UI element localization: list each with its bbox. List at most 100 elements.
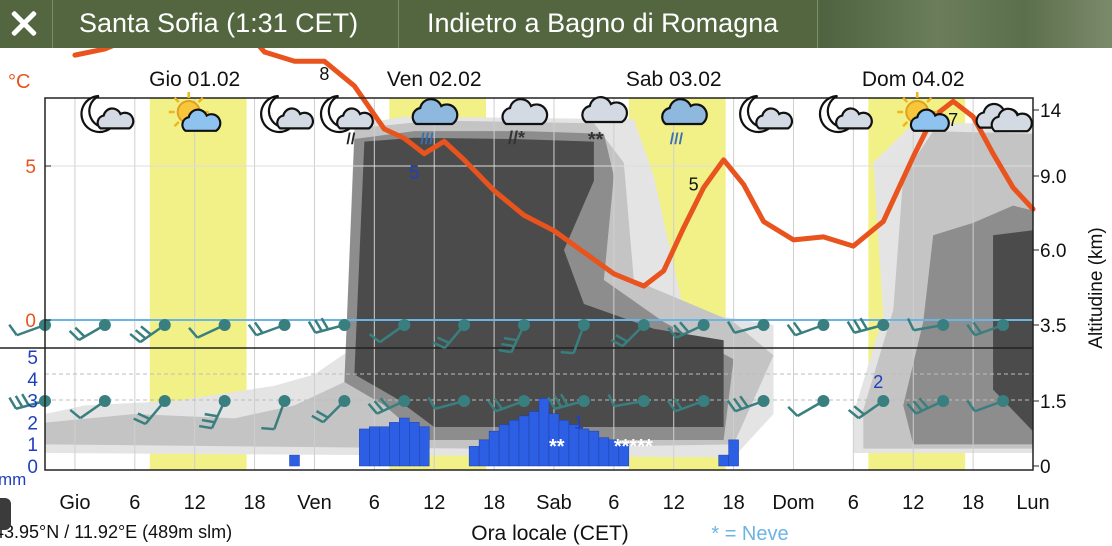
wind-barb-feather [918, 397, 929, 409]
day-header: Ven 02.02 [387, 68, 482, 91]
wind-barb-dot [637, 395, 650, 407]
wind-barb-feather [859, 317, 869, 330]
precip-bar [399, 417, 410, 467]
precip-tick-label: 5 [27, 348, 38, 369]
wind-barb-feather [503, 336, 518, 342]
cloud-shape [909, 108, 950, 132]
snowflakes: ** [588, 129, 604, 151]
scroll-handle[interactable] [0, 498, 11, 530]
precip-bar [379, 426, 390, 467]
wind-barb-feather [315, 410, 329, 419]
wind-barb-feather [198, 424, 213, 430]
wind-barb-feather [726, 320, 736, 334]
precip-bar [289, 454, 300, 467]
x-tick-label: 18 [722, 492, 744, 514]
rain-drops: /// [670, 131, 684, 148]
wind-barb-feather [21, 393, 30, 406]
wind-barb-feather [666, 399, 677, 412]
wind-barb-feather [726, 399, 737, 412]
x-tick-label: 6 [848, 492, 859, 514]
wind-barb-dot [577, 395, 590, 407]
cloud-cover-area [993, 230, 1033, 432]
wind-barb-feather [140, 325, 152, 336]
wind-barb-feather [432, 341, 446, 350]
wind-barb-feather [320, 317, 330, 330]
wind-barb-feather [368, 332, 381, 344]
temperature-label: 7 [948, 110, 958, 130]
wind-barb-feather [732, 397, 743, 410]
x-tick-label: Ven [297, 492, 331, 514]
precip-tick-label: 2 [27, 413, 38, 434]
wind-barb-dot [937, 395, 950, 407]
precip-bar [528, 411, 540, 467]
rain-snow-icon: //* [501, 98, 549, 148]
cloud-shape [755, 107, 794, 130]
wind-barb-dot [158, 319, 171, 331]
rain-drops: /// [420, 131, 434, 148]
x-tick-label: 12 [423, 492, 445, 514]
cloud-cover-area [354, 137, 724, 427]
precip-bar [508, 419, 520, 467]
precip-tick-label: 4 [27, 370, 38, 391]
wind-barb-dot [577, 319, 590, 331]
wind-barb-dot [697, 395, 710, 407]
x-tick-label: Lun [1016, 492, 1049, 514]
wind-barb-feather [739, 395, 749, 408]
x-tick-label: 6 [369, 492, 380, 514]
cloud-shape [411, 98, 459, 126]
precip-bar [478, 439, 490, 467]
back-to-location-link[interactable]: Indietro a Bagno di Romagna [398, 0, 818, 48]
precip-bar [538, 398, 550, 467]
wind-barb-feather [906, 317, 915, 331]
wind-barb-feather [560, 393, 569, 406]
wind-barb-dot [877, 319, 890, 331]
wind-barb-feather [560, 350, 574, 355]
wind-barb-dot [278, 395, 291, 407]
precip-bar [588, 430, 600, 467]
snow-cloud-icon: ** [581, 96, 628, 151]
wind-barb-dot [637, 319, 650, 331]
wind-barb-feather [133, 417, 146, 426]
wind-barb-feather [427, 396, 437, 410]
wind-barb-feather [204, 412, 218, 418]
wind-barb-feather [379, 397, 390, 409]
wind-barb-dot [338, 319, 351, 331]
wind-barb-feather [610, 338, 624, 348]
location-title-button[interactable]: Santa Sofia (1:31 CET) [52, 0, 396, 48]
sun-cloud-icon [897, 92, 950, 132]
wind-barb-feather [8, 396, 18, 410]
wind-barb-feather [786, 323, 797, 336]
altitude-tick-label: 3.5 [1040, 316, 1066, 337]
altitude-tick-label: 1.5 [1040, 392, 1066, 413]
wind-barb-dot [398, 395, 411, 407]
wind-barb-feather [14, 395, 24, 408]
x-tick-label: 18 [962, 492, 984, 514]
moon-cloud-icon [260, 94, 314, 134]
wind-barb-feather [253, 321, 264, 334]
wind-barb-feather [74, 326, 86, 338]
x-tick-label: 12 [902, 492, 924, 514]
x-tick-label: 18 [483, 492, 505, 514]
wind-barb-dot [98, 319, 111, 331]
day-header: Dom 04.02 [862, 68, 965, 91]
altitude-axis-label: Altitudine (km) [1086, 227, 1107, 348]
overcast-icon [975, 102, 1033, 133]
precip-bar [359, 428, 370, 467]
moon-cloud-icon [818, 94, 873, 134]
sun-ray [197, 96, 204, 103]
precip-axis-unit: mm [0, 470, 26, 489]
wind-barb-feather [679, 321, 690, 333]
moon-rain-icon: // [319, 94, 374, 148]
wind-barb-feather [367, 402, 379, 415]
wind-barb-feather [553, 395, 563, 408]
close-x-icon[interactable] [0, 0, 48, 48]
wind-barb-feather [673, 324, 684, 336]
altitude-tick-label: 9.0 [1040, 167, 1066, 188]
wind-barb-dot [877, 395, 890, 407]
sun-ray [173, 96, 180, 103]
precip-bar [369, 426, 380, 467]
wind-barb-feather [972, 321, 983, 334]
wind-barb-feather [134, 329, 147, 340]
sun-cloud-icon [168, 92, 222, 132]
wind-barb-feather [787, 405, 799, 417]
